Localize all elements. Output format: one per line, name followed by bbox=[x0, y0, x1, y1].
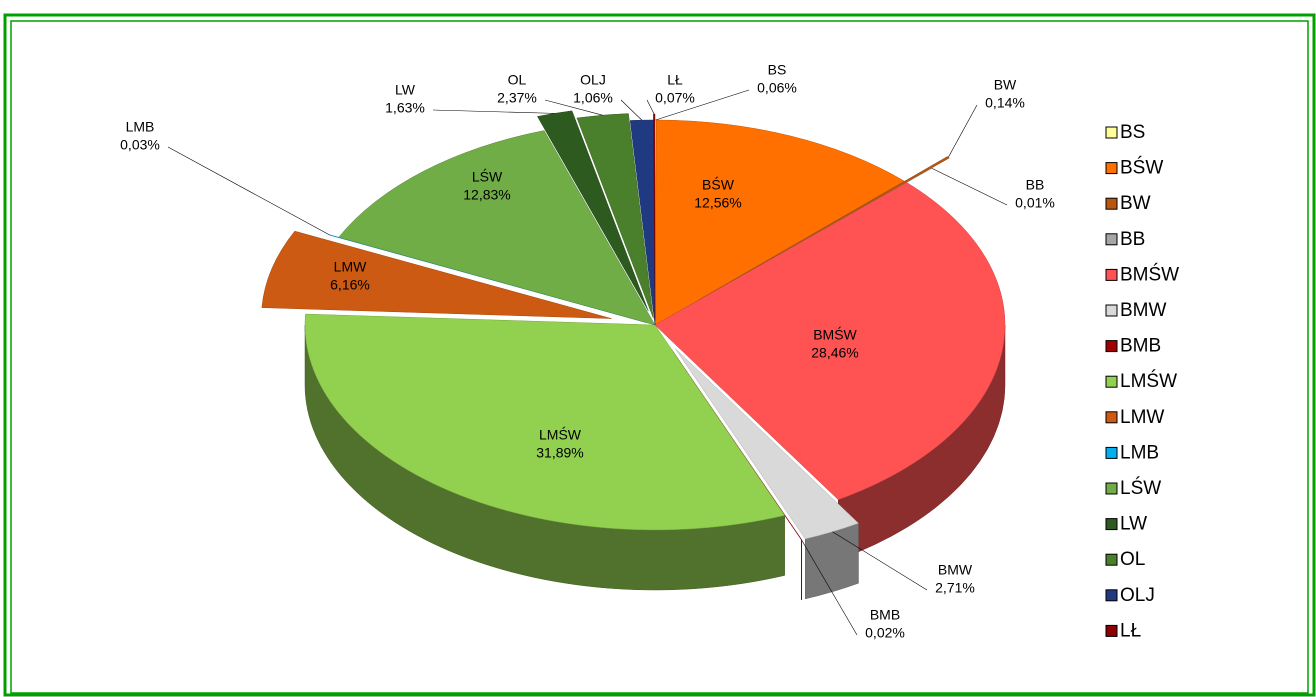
data-label-name: BB bbox=[1026, 177, 1045, 193]
legend-label: LMW bbox=[1120, 407, 1164, 428]
data-label-name: BMB bbox=[870, 607, 900, 623]
data-label-value: 1,63% bbox=[385, 100, 425, 116]
data-label-value: 1,06% bbox=[573, 90, 613, 106]
data-label-value: 12,83% bbox=[463, 187, 510, 203]
legend-label: BMW bbox=[1120, 300, 1167, 321]
data-label-name: LMW bbox=[334, 259, 367, 275]
legend-swatch bbox=[1105, 375, 1118, 388]
legend-label: BW bbox=[1120, 193, 1151, 214]
data-label-value: 2,71% bbox=[935, 580, 975, 596]
legend-label: LMB bbox=[1120, 442, 1159, 463]
data-label-value: 0,14% bbox=[985, 95, 1025, 111]
legend-label: LW bbox=[1120, 514, 1147, 535]
leader-line bbox=[931, 167, 1008, 206]
legend-swatch bbox=[1105, 446, 1118, 459]
legend-label: BMB bbox=[1120, 336, 1161, 357]
legend-label: BS bbox=[1120, 122, 1145, 143]
legend-label: LMŚW bbox=[1120, 370, 1177, 392]
legend-label: LŚW bbox=[1120, 477, 1161, 499]
legend-label: BB bbox=[1120, 229, 1145, 250]
data-label-value: 0,02% bbox=[865, 625, 905, 641]
data-label-name: BŚW bbox=[702, 176, 735, 193]
data-label-value: 28,46% bbox=[811, 345, 858, 361]
legend-swatch bbox=[1105, 624, 1118, 637]
data-label-value: 2,37% bbox=[497, 90, 537, 106]
leader-line bbox=[655, 89, 750, 121]
slice bbox=[338, 130, 656, 326]
leader-line bbox=[620, 99, 643, 121]
legend-swatch bbox=[1105, 126, 1118, 139]
data-label-name: LMB bbox=[126, 119, 155, 135]
data-label-value: 0,07% bbox=[655, 90, 695, 106]
data-label-value: 0,01% bbox=[1015, 195, 1055, 211]
data-label-name: BS bbox=[768, 62, 787, 78]
data-label-name: LW bbox=[395, 82, 416, 98]
leader-line bbox=[646, 99, 655, 115]
leader-line bbox=[544, 99, 603, 116]
data-label-value: 6,16% bbox=[330, 277, 370, 293]
legend-swatch bbox=[1105, 197, 1118, 210]
leader-line bbox=[167, 146, 330, 236]
data-label-value: 12,56% bbox=[694, 195, 741, 211]
legend-label: OLJ bbox=[1120, 585, 1155, 606]
legend-swatch bbox=[1105, 162, 1118, 175]
legend-label: LŁ bbox=[1120, 620, 1141, 641]
legend-swatch bbox=[1105, 304, 1118, 317]
data-label-name: LŚW bbox=[472, 168, 503, 185]
slice bbox=[697, 156, 950, 301]
frame-inner bbox=[10, 20, 1309, 694]
leader-line bbox=[432, 109, 555, 114]
slice bbox=[654, 119, 905, 326]
slice bbox=[654, 182, 1006, 500]
legend-swatch bbox=[1105, 589, 1118, 602]
legend-label: BŚW bbox=[1120, 157, 1163, 179]
leader-line bbox=[948, 104, 978, 158]
legend-label: OL bbox=[1120, 549, 1145, 570]
data-label-name: BMŚW bbox=[813, 326, 857, 343]
data-label-name: BW bbox=[994, 77, 1017, 93]
data-label-name: LŁ bbox=[667, 72, 683, 88]
data-label-value: 0,06% bbox=[757, 80, 797, 96]
legend-swatch bbox=[1105, 482, 1118, 495]
data-label-name: OLJ bbox=[580, 72, 606, 88]
legend-label: BMŚW bbox=[1120, 263, 1179, 285]
slice bbox=[304, 313, 786, 531]
slice bbox=[261, 230, 612, 319]
legend-swatch bbox=[1105, 411, 1118, 424]
legend-swatch bbox=[1105, 233, 1118, 246]
legend-swatch bbox=[1105, 518, 1118, 531]
leader-line bbox=[801, 539, 858, 636]
slice bbox=[537, 110, 649, 312]
data-label-name: BMW bbox=[938, 562, 973, 578]
legend-swatch bbox=[1105, 340, 1118, 353]
slice bbox=[653, 113, 656, 320]
leader-line bbox=[832, 531, 928, 591]
legend-swatch bbox=[1105, 553, 1118, 566]
data-label-name: LMŚW bbox=[539, 426, 582, 443]
slice bbox=[576, 113, 654, 319]
data-label-value: 31,89% bbox=[536, 445, 583, 461]
frame bbox=[3, 13, 1316, 697]
legend-swatch bbox=[1105, 268, 1118, 281]
data-label-name: OL bbox=[508, 72, 527, 88]
data-label-value: 0,03% bbox=[120, 137, 160, 153]
